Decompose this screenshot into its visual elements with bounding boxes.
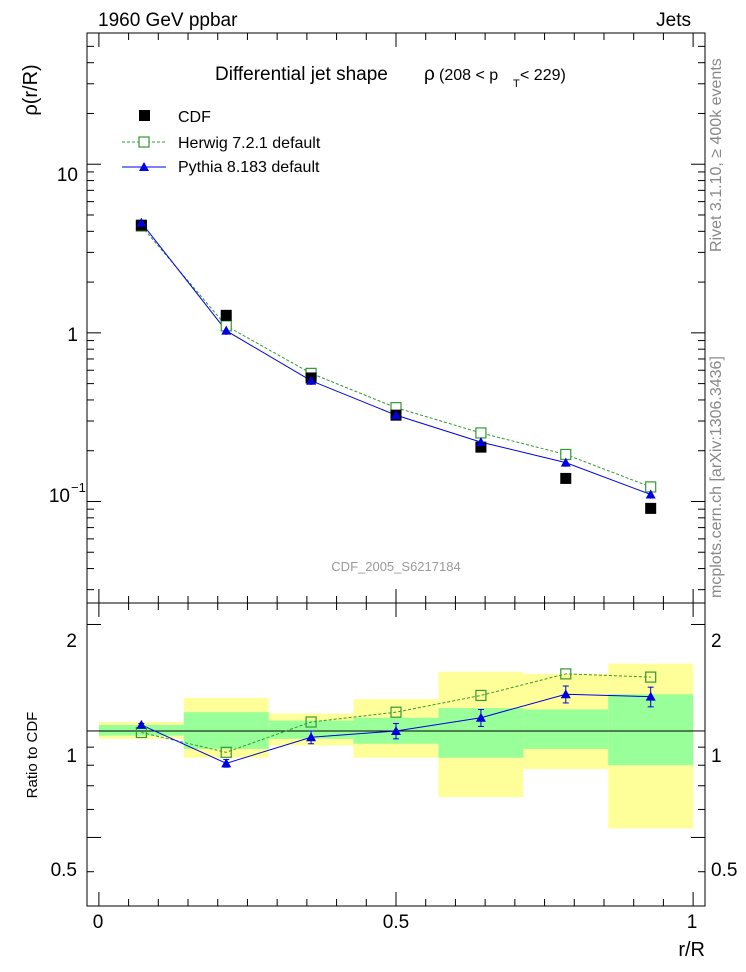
pythia-ratio-point <box>645 691 656 701</box>
legend: CDF Herwig 7.2.1 default Pythia 8.183 de… <box>122 109 321 176</box>
legend-cdf-marker <box>139 110 150 121</box>
header-right: Jets <box>656 10 691 31</box>
xtick-label-0: 0 <box>93 912 104 933</box>
title-range-a: (208 < p <box>439 67 498 84</box>
xtick-label-1: 1 <box>687 912 698 933</box>
herwig-ratio-point <box>390 706 402 718</box>
title-range-sub: T <box>513 78 520 90</box>
ratio-ytick-1-left: 1 <box>66 746 77 767</box>
pythia-ratio-point <box>391 725 401 735</box>
xlabel: r/R <box>678 939 705 961</box>
xtick-label-0.5: 0.5 <box>383 912 409 933</box>
pythia-line <box>140 222 651 495</box>
top-panel: ρ(r/R) 10 1 10 −1 Differential jet shape… <box>20 32 706 604</box>
pythia-point <box>645 489 656 499</box>
ratio-ytick-05-left: 0.5 <box>51 860 77 881</box>
top-ylabel: ρ(r/R) <box>20 64 42 115</box>
pythia-point <box>391 410 401 420</box>
cdf-point <box>475 441 487 453</box>
ytick-label-0.1: 10 <box>49 486 70 507</box>
ytick-label-base: 10 <box>49 486 70 507</box>
herwig-ratio-point <box>220 746 232 758</box>
bottom-ylabel: Ratio to CDF <box>24 712 41 799</box>
herwig-ratio-line <box>141 673 651 753</box>
pythia-ratio-point <box>221 758 232 768</box>
pythia-point <box>221 325 232 335</box>
header-left: 1960 GeV ppbar <box>98 10 238 31</box>
ytick-label-10: 10 <box>57 165 78 186</box>
ratio-band-inner <box>523 709 609 749</box>
legend-pythia-marker <box>139 162 149 171</box>
pythia-ratio-point <box>136 719 147 729</box>
bottom-panel: Ratio to CDF 2 1 0.5 2 1 0.5 0 0.5 1 r/R <box>24 602 737 961</box>
pythia-ratio-point <box>475 712 486 722</box>
chart-title-main: Differential jet shape <box>215 64 388 85</box>
ratio-ytick-2-left: 2 <box>66 631 77 652</box>
ratio-ytick-2-right: 2 <box>711 631 722 652</box>
legend-herwig-label: Herwig 7.2.1 default <box>178 135 321 152</box>
herwig-ratio-point <box>475 689 487 702</box>
legend-cdf-label: CDF <box>178 109 211 126</box>
pythia-point <box>475 437 486 447</box>
ratio-band-inner <box>98 724 184 736</box>
herwig-ratio-point <box>560 668 572 680</box>
cdf-point <box>560 472 572 484</box>
cdf-point <box>220 309 232 321</box>
pythia-point <box>136 217 147 227</box>
ratio-band-inner <box>268 720 354 739</box>
watermark: CDF_2005_S6217184 <box>331 559 460 574</box>
title-range-end: < 229) <box>520 67 566 84</box>
herwig-point <box>475 427 487 439</box>
herwig-ratio-point <box>645 671 657 683</box>
ratio-ytick-1-right: 1 <box>711 746 722 767</box>
ytick-label-1: 1 <box>67 325 78 346</box>
mcplots-label: mcplots.cern.ch [arXiv:1306.3436] <box>708 356 725 598</box>
pythia-point <box>560 457 571 467</box>
legend-pythia-label: Pythia 8.183 default <box>178 159 320 176</box>
chart-title: Differential jet shape <box>215 64 388 85</box>
ytick-label-exp: −1 <box>71 480 86 495</box>
ratio-ytick-05-right: 0.5 <box>711 860 737 881</box>
pythia-ratio-point <box>560 689 571 699</box>
pythia-point <box>306 375 317 385</box>
pythia-ratio-point <box>306 732 317 742</box>
legend-herwig-marker <box>138 136 150 148</box>
herwig-ratio-point <box>305 716 317 728</box>
rivet-label: Rivet 3.1.10, ≥ 400k events <box>708 58 725 252</box>
cdf-point <box>645 502 657 514</box>
herwig-line <box>140 225 651 488</box>
chart-title-range: (208 < p <box>439 67 498 84</box>
chart-title-rho: ρ <box>424 64 435 85</box>
